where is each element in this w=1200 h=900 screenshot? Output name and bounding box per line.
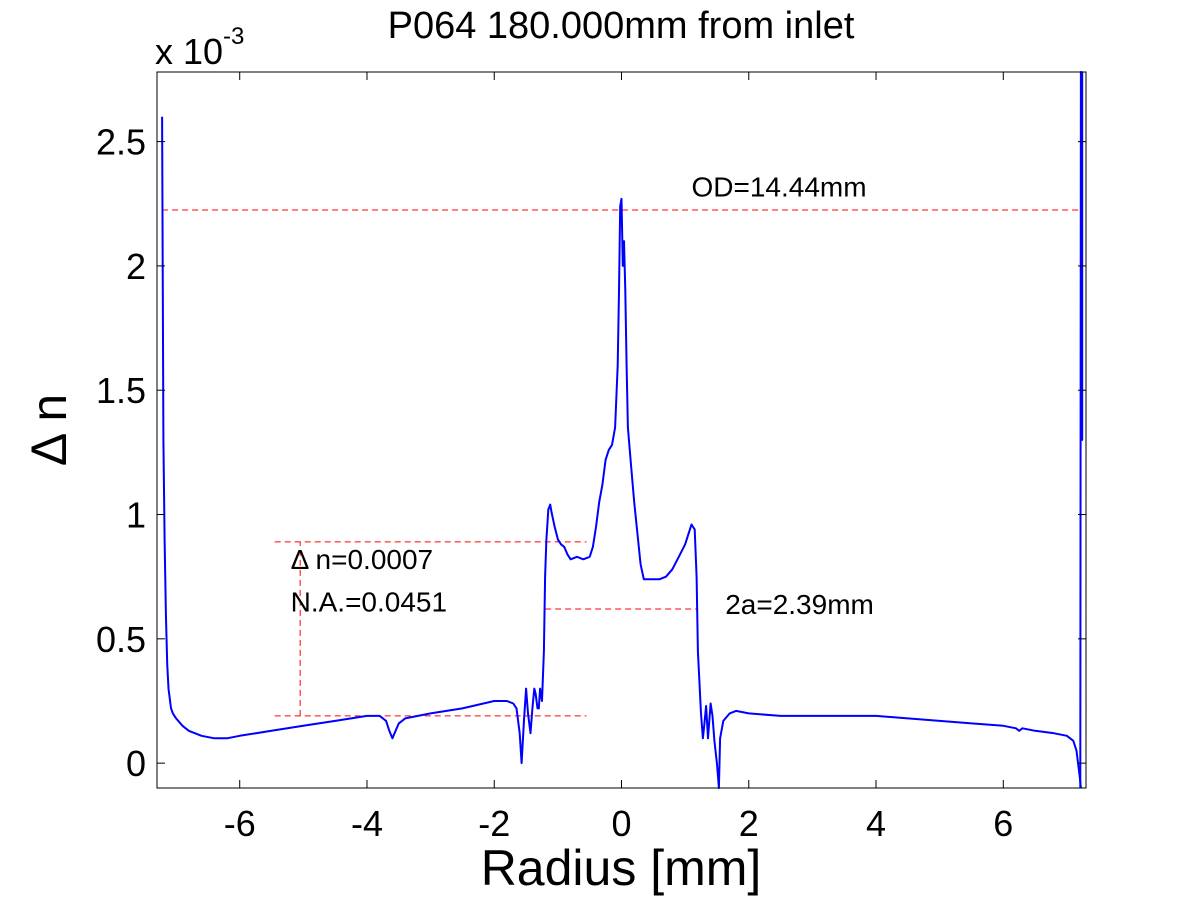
y-tick-label: 0.5: [96, 619, 146, 660]
x-tick-label: -2: [478, 803, 510, 844]
chart-title: P064 180.000mm from inlet: [388, 5, 855, 47]
x-tick-label: -4: [351, 803, 383, 844]
x-axis-label: Radius [mm]: [481, 840, 762, 896]
y-axis-label: Δ n: [21, 394, 77, 466]
x-tick-label: 0: [611, 803, 631, 844]
x-tick-label: 6: [993, 803, 1013, 844]
y-tick-label: 1.5: [96, 370, 146, 411]
y-tick-label: 0: [126, 743, 146, 784]
series-line-1: [161, 116, 1082, 789]
y-axis: 0 0.5 1 1.5 2 2.5: [96, 122, 1086, 784]
y-multiplier: x 10-3: [155, 23, 244, 72]
y-multiplier-exponent: -3: [223, 23, 244, 50]
annotation-label-4: 2a=2.39mm: [725, 589, 874, 620]
reference-lines: [162, 209, 1081, 717]
x-tick-label: 4: [866, 803, 886, 844]
x-tick-label: -6: [224, 803, 256, 844]
y-tick-label: 2.5: [96, 122, 146, 163]
y-multiplier-base: x 10: [155, 31, 223, 72]
plot-area: [157, 72, 1086, 788]
annotation-label-1: OD=14.44mm: [691, 171, 866, 202]
annotation-label-3: N.A.=0.0451: [291, 586, 447, 617]
x-axis: -6 -4 -2 0 2 4 6: [224, 72, 1013, 844]
y-tick-label: 1: [126, 495, 146, 536]
y-tick-label: 2: [126, 246, 146, 287]
annotation-label-2: Δ n=0.0007: [291, 544, 434, 575]
x-tick-label: 2: [739, 803, 759, 844]
annotations: OD=14.44mm Δ n=0.0007 N.A.=0.0451 2a=2.39mm: [291, 171, 874, 620]
